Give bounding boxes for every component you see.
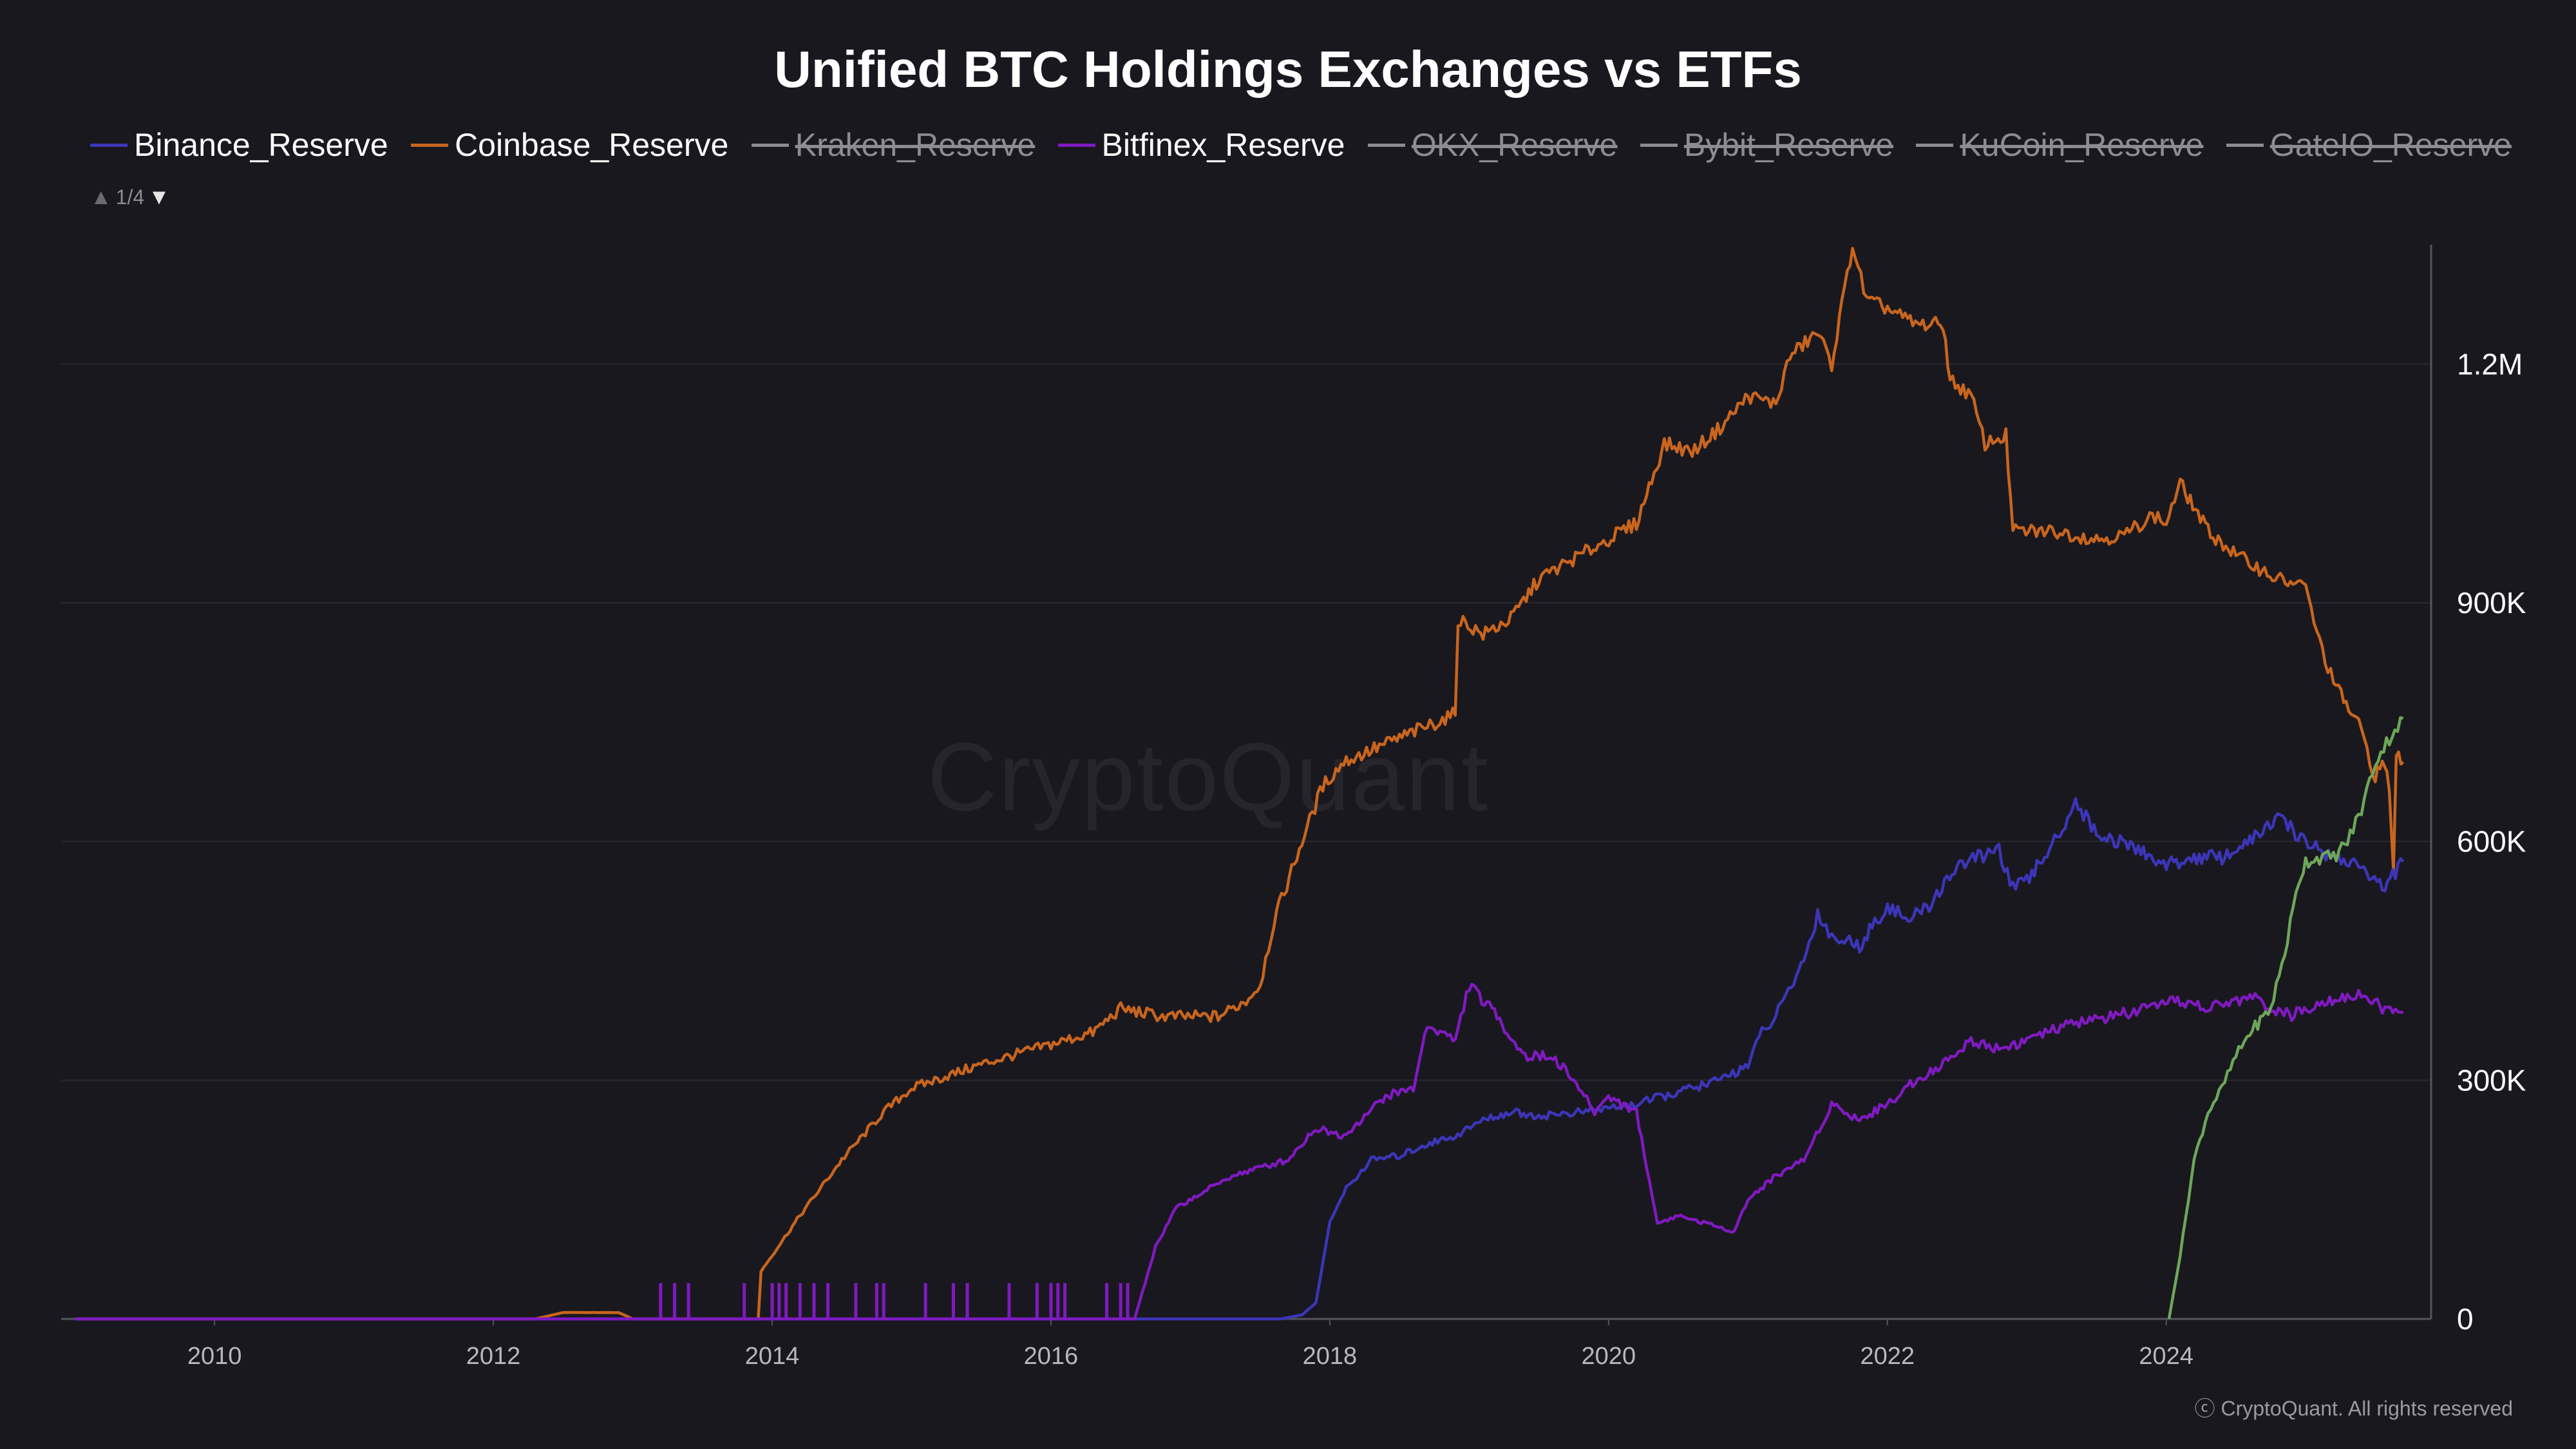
series-layer xyxy=(75,247,2405,1321)
pager-up-icon[interactable]: ▲ xyxy=(90,184,112,209)
legend-label: Bybit_Reserve xyxy=(1683,127,1894,163)
legend-label: OKX_Reserve xyxy=(1411,127,1618,163)
legend-swatch xyxy=(1057,143,1095,147)
legend-label: Kraken_Reserve xyxy=(795,127,1036,163)
series-line-binance-reserve[interactable] xyxy=(75,797,2405,1321)
legend-swatch xyxy=(411,143,449,147)
y-tick-label: 0 xyxy=(2457,1302,2474,1336)
x-tick-label: 2024 xyxy=(2139,1343,2193,1370)
legend-label: GateIO_Reserve xyxy=(2269,127,2512,163)
y-tick-label: 1.2M xyxy=(2457,347,2523,381)
legend-label: KuCoin_Reserve xyxy=(1960,127,2204,163)
y-tick-label: 600K xyxy=(2457,825,2526,858)
legend-item-kucoin-reserve[interactable]: KuCoin_Reserve xyxy=(1916,126,2203,164)
legend-item-coinbase-reserve[interactable]: Coinbase_Reserve xyxy=(411,126,728,164)
watermark: CryptoQuant xyxy=(927,723,1490,831)
legend-item-kraken-reserve[interactable]: Kraken_Reserve xyxy=(751,126,1036,164)
legend-swatch xyxy=(751,143,789,147)
legend-item-bybit-reserve[interactable]: Bybit_Reserve xyxy=(1640,126,1893,164)
legend: Binance_Reserve Coinbase_Reserve Kraken_Re… xyxy=(90,122,2512,167)
y-tick-label: 900K xyxy=(2457,586,2526,620)
legend-item-bitfinex-reserve[interactable]: Bitfinex_Reserve xyxy=(1057,126,1345,164)
pager-text: 1/4 xyxy=(115,185,145,209)
legend-label: Coinbase_Reserve xyxy=(455,127,729,163)
legend-swatch xyxy=(1367,143,1405,147)
legend-swatch xyxy=(1916,143,1954,147)
series-line-coinbase-reserve[interactable] xyxy=(75,247,2405,1321)
x-tick-label: 2010 xyxy=(187,1343,242,1370)
grid-lines xyxy=(61,363,2431,1081)
legend-swatch xyxy=(2226,143,2264,147)
y-tick-label: 300K xyxy=(2457,1063,2526,1097)
legend-label: Bitfinex_Reserve xyxy=(1101,127,1345,163)
axes xyxy=(61,245,2432,1325)
legend-swatch xyxy=(1640,143,1678,147)
x-tick-label: 2016 xyxy=(1024,1343,1079,1370)
legend-pager: ▲ 1/4 ▼ xyxy=(90,184,170,210)
legend-swatch xyxy=(90,143,128,147)
legend-item-gateio-reserve[interactable]: GateIO_Reserve xyxy=(2226,126,2512,164)
series-line-etf[interactable] xyxy=(2167,716,2404,1320)
x-tick-label: 2020 xyxy=(1582,1343,1636,1370)
series-line-bitfinex-reserve[interactable] xyxy=(75,983,2403,1321)
pager-down-icon[interactable]: ▼ xyxy=(148,184,170,209)
copyright-text: ⓒ CryptoQuant. All rights reserved xyxy=(2194,1397,2513,1420)
tick-labels: 0 300K 600K 900K 1.2M 2010 2012 2014 2016 2018 202… xyxy=(187,347,2526,1370)
legend-item-binance-reserve[interactable]: Binance_Reserve xyxy=(90,126,388,164)
chart-title: Unified BTC Holdings Exchanges vs ETFs xyxy=(774,41,1802,98)
legend-label: Binance_Reserve xyxy=(134,127,388,163)
legend-item-okx-reserve[interactable]: OKX_Reserve xyxy=(1367,126,1618,164)
x-tick-label: 2022 xyxy=(1860,1343,1915,1370)
x-tick-label: 2014 xyxy=(745,1343,800,1370)
x-tick-label: 2012 xyxy=(466,1343,521,1370)
x-tick-label: 2018 xyxy=(1303,1343,1358,1370)
